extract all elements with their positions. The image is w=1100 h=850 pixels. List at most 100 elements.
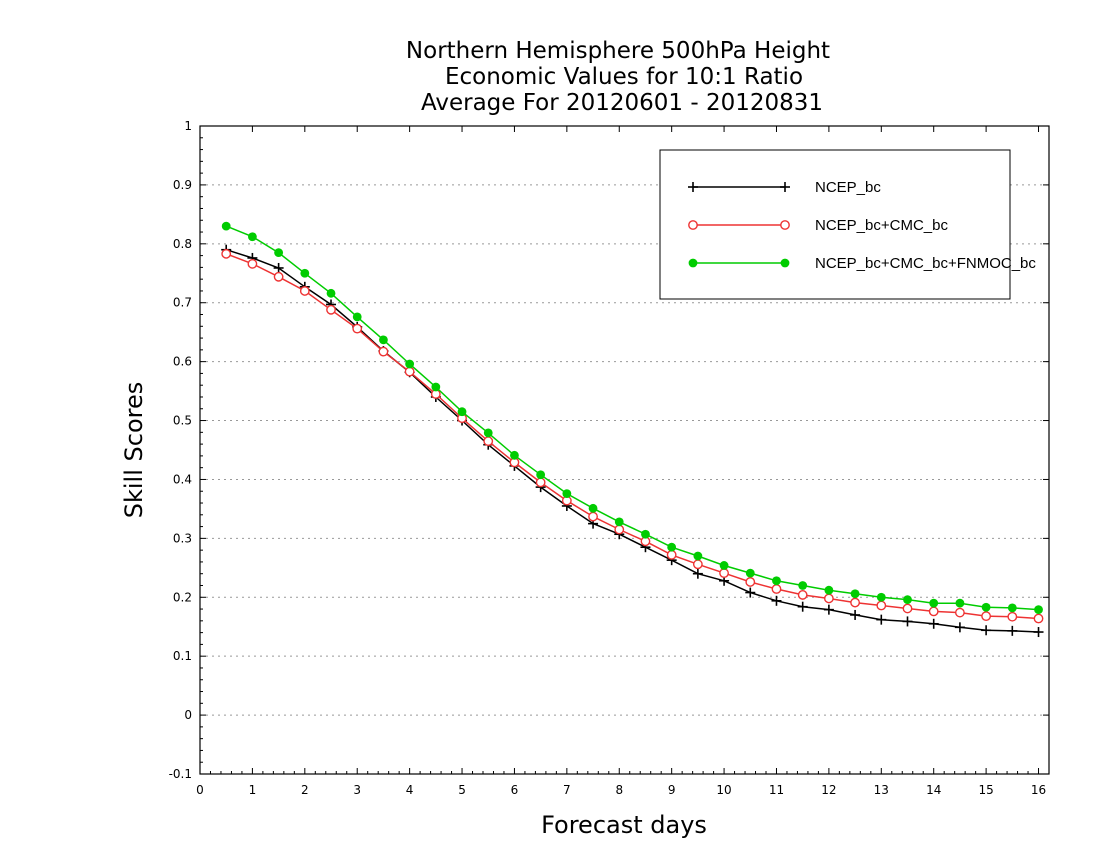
x-axis: 0 1 2 3 4 5 6 7 8 9 10 11 12 13 14 15 16	[196, 126, 1046, 797]
x-tick-label: 2	[301, 783, 309, 797]
x-tick-label: 11	[769, 783, 784, 797]
data-point	[798, 581, 808, 590]
data-point	[876, 592, 886, 602]
series-layer	[221, 221, 1044, 638]
x-tick-label: 9	[668, 783, 676, 797]
data-point	[535, 477, 546, 488]
data-point	[797, 590, 808, 600]
data-point	[955, 598, 965, 608]
x-tick-label: 12	[821, 783, 836, 797]
data-point	[326, 288, 336, 298]
y-tick-label: 0	[184, 708, 192, 722]
legend-swatch-marker	[688, 258, 698, 268]
x-tick-label: 10	[716, 783, 731, 797]
data-point	[404, 366, 415, 377]
data-point	[326, 304, 336, 315]
data-point	[510, 450, 519, 460]
x-tick-label: 5	[458, 783, 466, 797]
data-point	[928, 606, 939, 617]
data-point	[824, 585, 834, 595]
legend-swatch-marker	[688, 220, 698, 230]
data-point	[614, 524, 625, 535]
data-point	[588, 511, 598, 522]
legend-label: NCEP_bc+CMC_bc	[815, 217, 948, 234]
data-point	[221, 248, 232, 259]
data-point	[248, 232, 257, 242]
legend-entry: NCEP_bc	[688, 179, 881, 196]
chart-title: Northern Hemisphere 500hPa Height Econom…	[406, 38, 830, 116]
x-tick-label: 16	[1031, 783, 1046, 797]
title-line-3: Average For 20120601 - 20120831	[421, 90, 823, 116]
data-point	[300, 268, 310, 278]
data-point	[850, 597, 860, 608]
data-point	[745, 568, 755, 578]
y-tick-label: 0.1	[173, 649, 192, 663]
data-point	[379, 335, 388, 345]
data-point	[431, 382, 441, 392]
y-tick-label: 0.7	[173, 296, 192, 310]
y-tick-label: 0.3	[173, 531, 192, 545]
x-tick-label: 7	[563, 783, 571, 797]
data-point	[221, 221, 231, 231]
data-point	[692, 559, 703, 570]
data-point	[483, 436, 494, 447]
series	[221, 248, 1044, 624]
data-point	[405, 359, 415, 369]
data-point	[902, 603, 913, 614]
data-point	[719, 561, 729, 570]
legend-label: NCEP_bc+CMC_bc+FNMOC_bc	[815, 255, 1036, 272]
title-line-2: Economic Values for 10:1 Ratio	[445, 64, 803, 90]
y-tick-label: -0.1	[169, 767, 192, 781]
data-point	[483, 428, 493, 438]
data-point	[352, 323, 363, 334]
x-tick-label: 14	[926, 783, 941, 797]
data-point	[666, 549, 677, 560]
data-point	[667, 542, 677, 552]
title-line-1: Northern Hemisphere 500hPa Height	[406, 38, 830, 64]
series	[221, 221, 1043, 615]
y-tick-label: 0.5	[173, 414, 192, 428]
legend-entry: NCEP_bc+CMC_bc+FNMOC_bc	[688, 255, 1036, 272]
data-point	[771, 584, 782, 594]
data-point	[562, 489, 572, 498]
data-point	[745, 577, 756, 587]
data-point	[929, 598, 939, 608]
data-point	[1007, 603, 1017, 613]
x-tick-label: 1	[249, 783, 257, 797]
series	[221, 244, 1044, 638]
legend: NCEP_bc NCEP_bc+CMC_bc NCEP_bc+CMC_bc+FNMO…	[659, 149, 1036, 300]
data-point	[772, 576, 781, 586]
data-point	[274, 248, 284, 258]
x-axis-title: Forecast days	[541, 811, 707, 839]
legend-label: NCEP_bc	[815, 179, 881, 196]
data-point	[378, 346, 389, 357]
data-point	[536, 470, 546, 480]
data-point	[823, 593, 834, 604]
y-tick-label: 0.2	[173, 590, 192, 604]
data-point	[903, 595, 912, 605]
series-line	[225, 248, 1039, 633]
x-tick-label: 3	[353, 783, 361, 797]
data-point	[693, 551, 703, 561]
plot-frame	[199, 125, 1050, 775]
data-point	[955, 607, 965, 618]
x-tick-label: 6	[511, 783, 519, 797]
data-point	[247, 258, 258, 269]
data-point	[850, 589, 860, 599]
x-tick-label: 8	[615, 783, 623, 797]
y-tick-label: 0.8	[173, 237, 192, 251]
data-point	[1007, 611, 1018, 622]
data-point	[457, 407, 467, 417]
data-point	[614, 517, 624, 527]
y-tick-label: 1	[184, 119, 192, 133]
data-point	[981, 611, 992, 622]
data-point	[352, 312, 362, 322]
data-point	[273, 271, 284, 282]
data-point	[588, 503, 598, 513]
x-tick-label: 15	[978, 783, 993, 797]
y-tick-label: 0.6	[173, 355, 192, 369]
data-point	[719, 568, 729, 579]
data-point	[299, 286, 310, 296]
legend-swatch-marker	[780, 258, 790, 268]
